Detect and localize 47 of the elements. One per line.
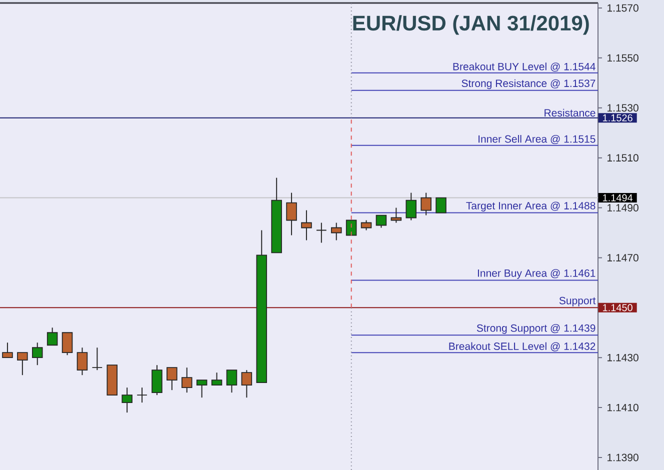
y-tick-label: 1.1510 [608,154,638,162]
candlestick [76,347,88,376]
text: 1.1450 [603,304,632,312]
candlestick [122,387,132,414]
candlestick [330,222,342,241]
candlestick [2,342,13,358]
candlestick [196,380,208,398]
candlestick [226,370,238,394]
ref-line-label: Inner Sell Area @ 1.1515 [478,135,596,144]
y-tick-label: 1.1570 [608,4,638,12]
ref-line-label: Strong Support @ 1.1439 [476,324,596,334]
candlestick [211,372,222,386]
ref-line-label: Resistance [544,108,596,117]
candlestick [360,220,372,231]
text: EUR/USD (JAN 31/2019) [353,15,589,35]
text: 1.1526 [603,114,632,122]
y-tick-label: 1.1430 [608,354,638,362]
ref-line-label: Inner Buy Area @ 1.1461 [478,269,596,279]
y-tick-label: 1.1530 [608,104,638,112]
candlestick [46,327,58,346]
candlestick [152,364,162,396]
ref-line-label: Strong Resistance @ 1.1537 [462,79,596,90]
candlestick [136,387,148,404]
candlestick [182,367,192,394]
candlestick [436,197,446,214]
candlestick [301,210,312,241]
candlestick [92,347,103,371]
ref-line-label: Breakout SELL Level @ 1.1432 [449,342,596,352]
y-tick-label: 1.1550 [608,54,638,62]
candlestick [17,352,28,376]
candlestick [62,332,73,356]
candlestick [406,192,417,221]
y-tick-label: 1.1410 [608,404,638,412]
candlestick [286,192,297,236]
candlestick [166,367,178,391]
y-tick-label: 1.1470 [608,254,638,262]
candlestick [376,214,387,228]
ref-line-label: Support [559,296,596,306]
candlestick [420,192,432,216]
y-tick-label: 1.1390 [608,454,638,462]
text: 1.1494 [603,194,633,202]
y-tick-label: 1.1490 [608,204,638,212]
candlestick [316,222,327,244]
candlestick [32,342,43,366]
candlestick [241,370,252,398]
ref-line-label: Breakout BUY Level @ 1.1544 [453,62,596,72]
ref-line-label: Target Inner Area @ 1.1488 [466,202,596,212]
